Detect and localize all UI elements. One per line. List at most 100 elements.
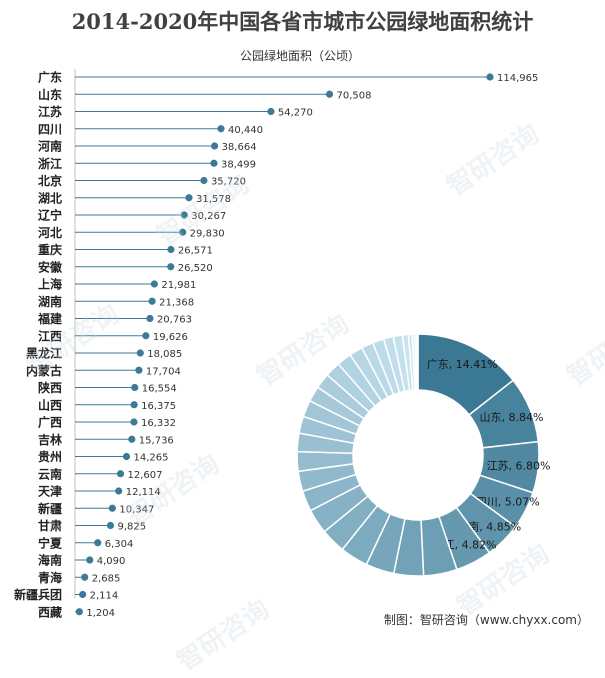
donut-slice	[416, 333, 419, 391]
lollipop-marker	[122, 452, 131, 461]
category-label: 内蒙古	[26, 363, 62, 378]
category-label: 重庆	[38, 242, 62, 257]
category-label: 广西	[38, 415, 62, 430]
lollipop-marker	[79, 590, 87, 599]
value-label: 114,965	[497, 73, 538, 84]
lollipop-marker	[115, 487, 123, 495]
category-label: 辽宁	[38, 208, 62, 223]
lollipop-marker	[150, 280, 158, 288]
value-label: 26,571	[178, 246, 213, 257]
category-label: 河南	[37, 139, 62, 154]
lollipop-marker	[200, 176, 208, 185]
lollipop-marker	[179, 228, 187, 236]
value-label: 38,499	[221, 159, 256, 170]
lollipop-marker	[217, 125, 225, 133]
value-label: 20,763	[157, 315, 192, 326]
lollipop-chart: 公园绿地面积（公顷） 广东 114,965 山东 70,508 江苏 54,270 四川 40,…	[14, 48, 538, 619]
category-label: 陕西	[38, 380, 62, 395]
category-label: 海南	[38, 553, 62, 568]
lollipop-marker	[130, 401, 138, 409]
value-label: 12,114	[126, 487, 161, 498]
category-label: 山东	[38, 87, 62, 102]
category-label: 广东	[38, 70, 62, 85]
lollipop-marker	[108, 504, 116, 512]
lollipop-marker	[106, 521, 115, 530]
category-label: 宁夏	[38, 535, 63, 550]
category-label: 湖北	[38, 190, 62, 205]
value-label: 12,607	[128, 470, 163, 481]
value-label: 19,626	[153, 332, 188, 343]
lollipop-marker	[136, 349, 144, 357]
category-label: 江苏	[38, 104, 62, 119]
value-label: 29,830	[190, 228, 225, 239]
category-label: 安徽	[38, 259, 63, 274]
category-label: 黑龙江	[26, 346, 62, 361]
category-label: 河北	[37, 225, 62, 240]
category-label: 湖南	[38, 294, 62, 309]
category-label: 北京	[38, 173, 62, 188]
lollipop-marker	[116, 470, 125, 478]
category-label: 西藏	[38, 604, 62, 619]
value-label: 6,304	[105, 539, 134, 550]
lollipop-marker	[146, 314, 154, 323]
category-label: 上海	[38, 277, 62, 292]
lollipop-marker	[94, 539, 102, 547]
donut-chart: 广东, 14.41%山东, 8.84%江苏, 6.80%四川, 5.07%河南,…	[296, 333, 550, 577]
lollipop-marker	[81, 573, 89, 581]
value-label: 21,368	[159, 297, 194, 308]
chart-title: 2014-2020年中国各省市城市公园绿地面积统计	[71, 9, 534, 34]
lollipop-subtitle: 公园绿地面积（公顷）	[240, 48, 360, 63]
lollipop-marker	[210, 142, 219, 150]
category-label: 福建	[37, 311, 63, 326]
source-footer: 制图：智研咨询（www.chyxx.com）	[383, 613, 589, 627]
lollipop-marker	[128, 435, 136, 443]
value-label: 2,114	[90, 591, 119, 602]
lollipop-marker	[167, 263, 175, 271]
value-label: 16,375	[141, 401, 176, 412]
lollipop-marker	[325, 90, 334, 98]
value-label: 16,554	[142, 384, 177, 395]
category-label: 甘肃	[38, 518, 62, 533]
category-label: 云南	[38, 466, 62, 481]
value-label: 2,685	[92, 573, 121, 584]
category-label: 浙江	[38, 156, 62, 171]
category-label: 江西	[38, 328, 62, 343]
value-label: 35,720	[211, 177, 246, 188]
lollipop-marker	[267, 107, 275, 116]
lollipop-marker	[185, 194, 193, 202]
value-label: 26,520	[178, 263, 213, 274]
category-label: 山西	[38, 397, 62, 412]
lollipop-marker	[75, 608, 83, 616]
value-label: 17,704	[146, 366, 181, 377]
value-label: 15,736	[139, 435, 174, 446]
lollipop-marker	[130, 418, 138, 426]
value-label: 30,267	[191, 211, 226, 222]
value-label: 21,981	[161, 280, 196, 291]
donut-slice-label: 江苏, 6.80%	[486, 459, 550, 472]
value-label: 40,440	[228, 125, 263, 136]
category-label: 新疆	[38, 501, 62, 516]
value-label: 9,825	[117, 522, 146, 533]
category-label: 吉林	[38, 432, 62, 447]
value-label: 70,508	[337, 90, 372, 101]
category-label: 新疆兵团	[14, 587, 62, 602]
lollipop-marker	[131, 383, 139, 392]
lollipop-marker	[86, 556, 94, 564]
value-label: 16,332	[141, 418, 176, 429]
chart-canvas: 公园绿地面积（公顷） 广东 114,965 山东 70,508 江苏 54,270 四川 40,…	[14, 48, 550, 619]
donut-slice-label: 广东, 14.41%	[427, 358, 498, 371]
value-label: 4,090	[97, 556, 126, 567]
category-label: 天津	[38, 484, 62, 499]
lollipop-marker	[210, 159, 218, 167]
category-label: 四川	[38, 122, 62, 136]
lollipop-marker	[180, 211, 188, 219]
value-label: 54,270	[278, 108, 313, 119]
value-label: 38,664	[222, 142, 257, 153]
value-label: 18,085	[147, 349, 182, 360]
value-label: 1,204	[86, 608, 115, 619]
donut-slice-label: 山东, 8.84%	[480, 411, 544, 424]
lollipop-marker	[486, 73, 494, 81]
value-label: 31,578	[196, 194, 231, 205]
category-label: 贵州	[38, 449, 62, 464]
donut-slice-label: 四川, 5.07%	[476, 495, 540, 508]
